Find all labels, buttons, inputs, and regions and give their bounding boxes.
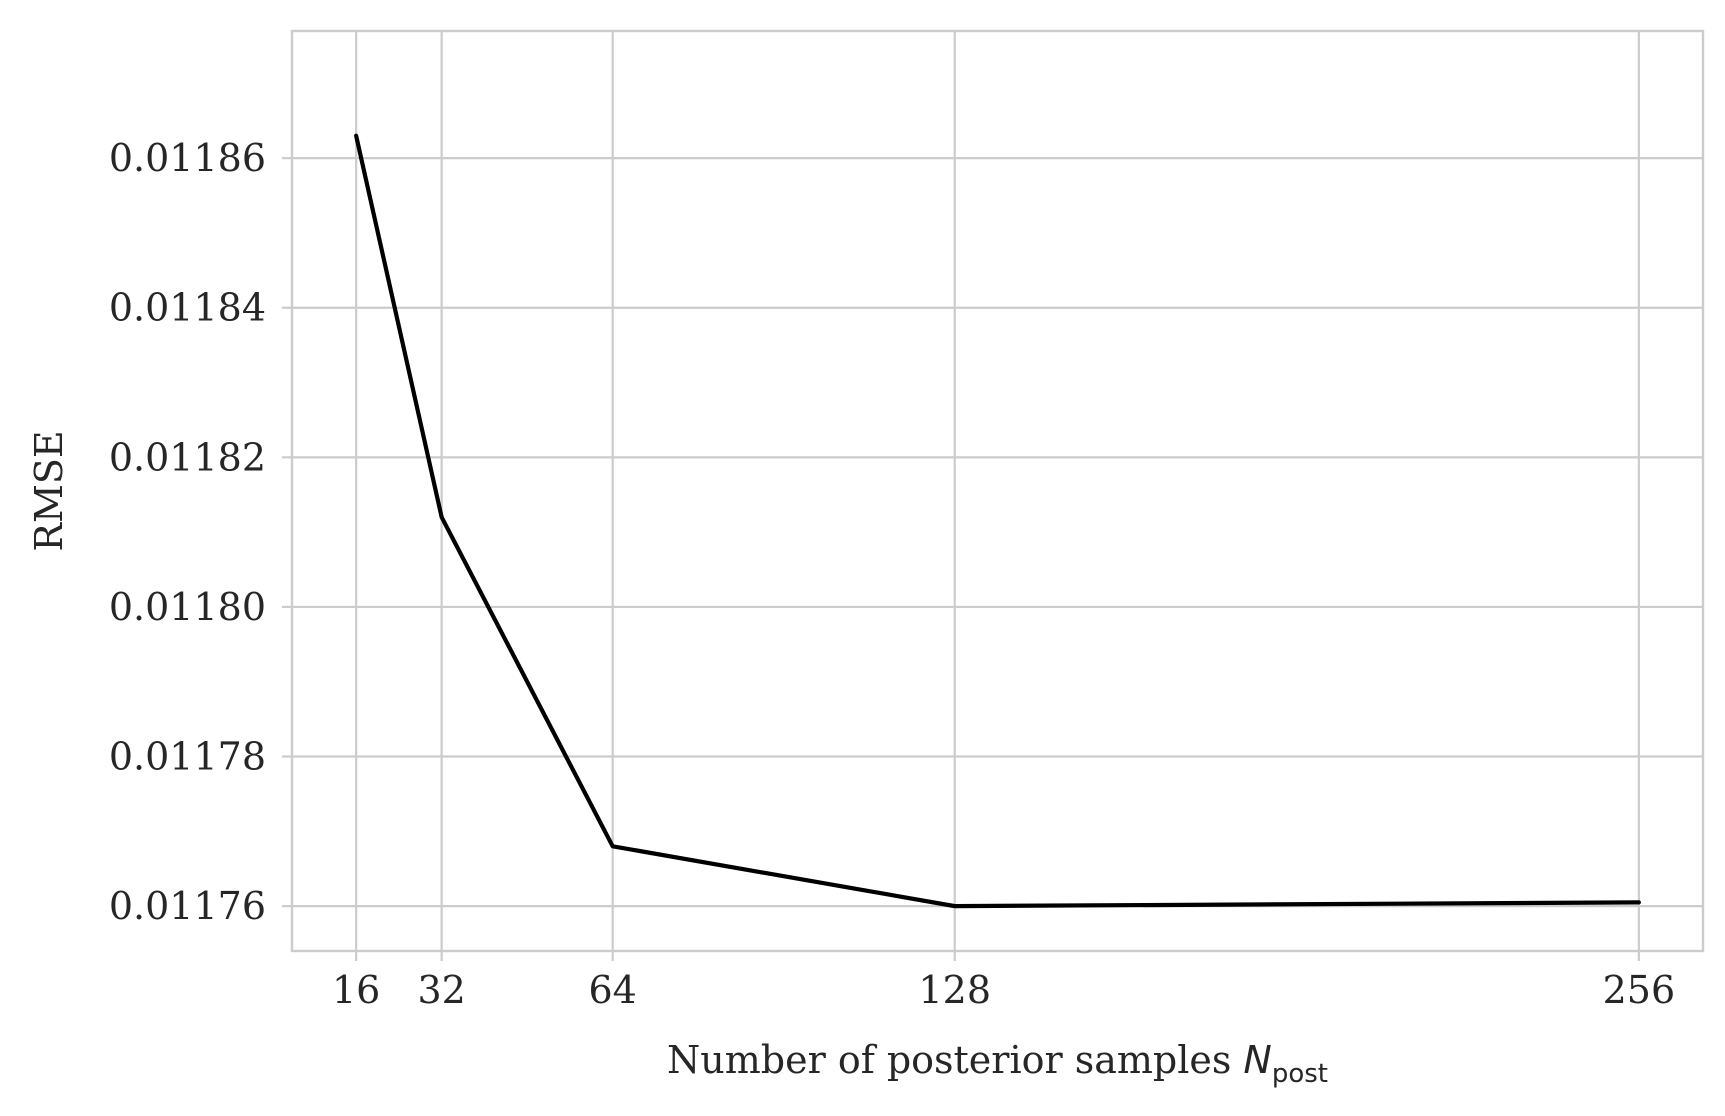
- x-tick-label-16: 16: [332, 968, 380, 1012]
- x-axis-label-symbol: N: [1243, 1038, 1271, 1082]
- x-tick-label-32: 32: [417, 968, 465, 1012]
- series-line-0: [354, 133, 1641, 909]
- x-tick-marks: [355, 951, 1640, 961]
- y-tick-label-0.01176: 0.01176: [109, 884, 266, 928]
- y-tick-marks: [282, 157, 292, 908]
- x-tick-label-256: 256: [1603, 968, 1676, 1012]
- x-tick-label-128: 128: [918, 968, 991, 1012]
- y-tick-label-0.01184: 0.01184: [109, 286, 266, 330]
- x-axis-label-subscript: post: [1272, 1059, 1328, 1089]
- y-tick-label-0.01182: 0.01182: [109, 435, 266, 479]
- y-tick-label-0.01186: 0.01186: [109, 136, 266, 180]
- y-gridlines: [292, 157, 1703, 908]
- x-axis-label-text: Number of posterior samples: [667, 1038, 1231, 1082]
- y-tick-label-0.01178: 0.01178: [109, 735, 266, 779]
- x-axis-label: Number of posterior samples Npost: [667, 1038, 1328, 1089]
- y-tick-labels: 0.01176 0.01178 0.01180 0.01182 0.01184 0.011…: [109, 136, 266, 928]
- y-axis-label: RMSE: [27, 430, 71, 551]
- x-tick-label-64: 64: [589, 968, 637, 1012]
- x-tick-labels: 16 32 64 128 256: [332, 968, 1675, 1012]
- y-tick-label-0.01180: 0.01180: [109, 585, 266, 629]
- series-group: [354, 133, 1641, 909]
- plot-frame: [290, 29, 1705, 953]
- x-gridlines: [355, 31, 1640, 951]
